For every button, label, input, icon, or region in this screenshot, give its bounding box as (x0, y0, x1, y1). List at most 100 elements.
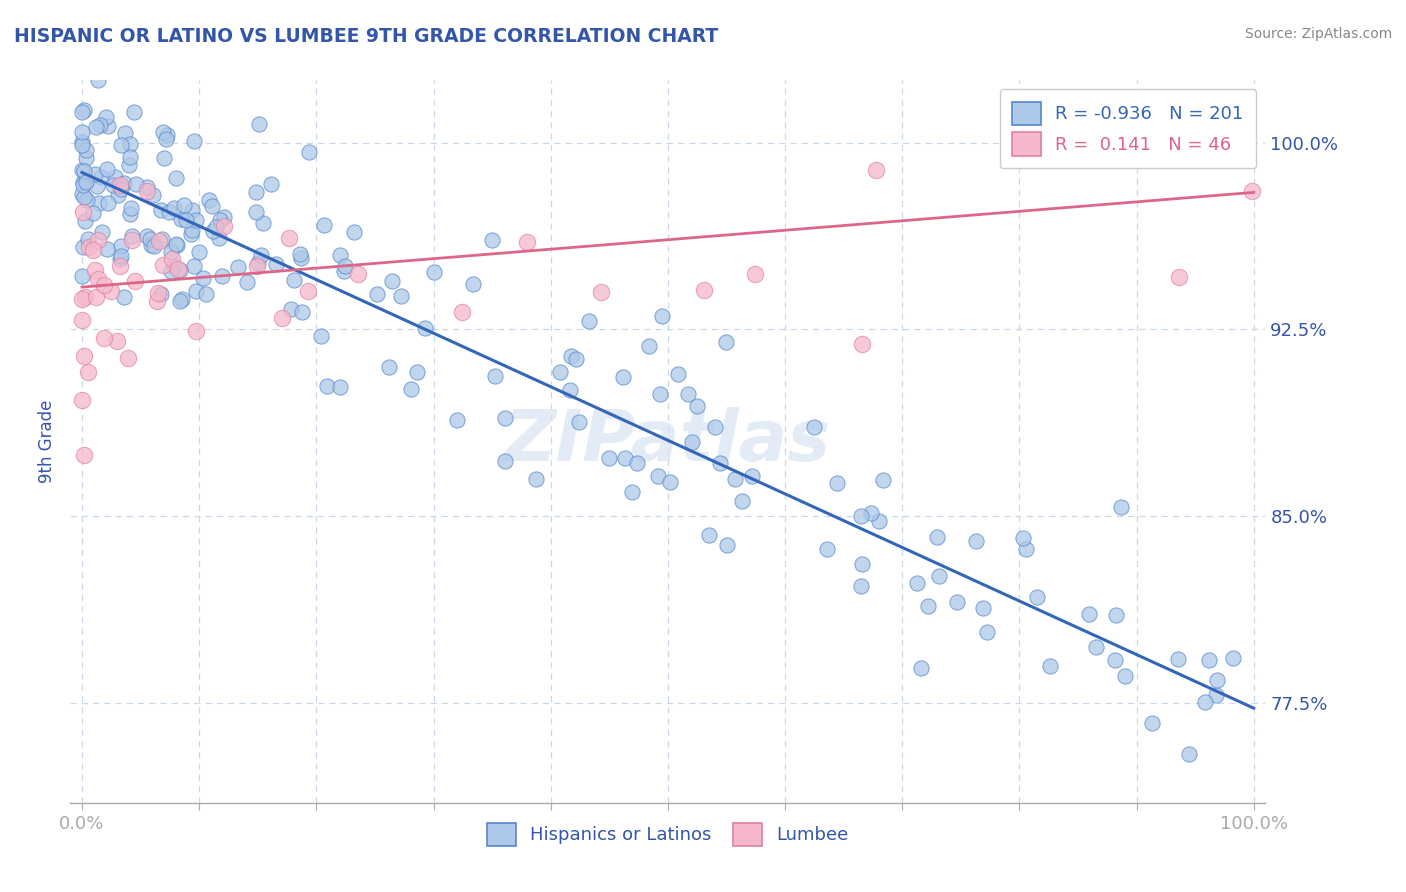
Point (917, 599, 939, 613)
Point (118, 207, 141, 221)
Point (851, 579, 873, 593)
Point (907, 576, 929, 591)
Point (976, 625, 998, 640)
Point (86, 272, 108, 286)
Point (72, 393, 94, 408)
Point (638, 339, 661, 353)
Point (183, 260, 205, 274)
Point (560, 349, 582, 363)
Point (72, 175, 94, 189)
Point (73, 164, 96, 178)
Point (195, 286, 218, 301)
Point (612, 370, 634, 384)
Point (1205, 688, 1227, 702)
Text: Source: ZipAtlas.com: Source: ZipAtlas.com (1244, 27, 1392, 41)
Point (245, 204, 267, 219)
Point (1222, 650, 1244, 665)
Point (647, 469, 669, 483)
Point (191, 270, 214, 285)
Point (381, 274, 404, 288)
Point (155, 131, 177, 145)
Point (70, 135, 93, 149)
Point (114, 290, 136, 304)
Point (278, 231, 301, 245)
Point (152, 258, 174, 272)
Point (122, 105, 145, 120)
Point (93, 331, 115, 345)
Point (290, 251, 312, 265)
Point (172, 292, 194, 306)
Point (90, 225, 112, 239)
Legend: Hispanics or Latinos, Lumbee: Hispanics or Latinos, Lumbee (474, 810, 862, 859)
Point (589, 285, 612, 300)
Point (97, 196, 120, 211)
Point (803, 419, 825, 434)
Point (247, 118, 270, 132)
Point (110, 178, 132, 192)
Point (1105, 608, 1128, 623)
Point (139, 232, 162, 246)
Point (598, 451, 620, 466)
Point (166, 238, 188, 252)
Point (110, 249, 132, 263)
Point (90, 170, 112, 185)
Point (121, 233, 143, 247)
Point (94, 110, 117, 124)
Point (121, 229, 143, 244)
Point (860, 506, 883, 520)
Point (626, 457, 648, 471)
Point (72, 204, 94, 219)
Point (75, 143, 97, 157)
Point (693, 283, 716, 297)
Point (271, 311, 294, 326)
Point (162, 252, 184, 266)
Point (260, 177, 283, 191)
Point (96, 161, 118, 176)
Point (481, 233, 503, 247)
Point (104, 169, 127, 184)
Point (366, 287, 388, 301)
Point (558, 384, 581, 398)
Point (165, 170, 187, 185)
Point (212, 211, 235, 225)
Point (247, 256, 270, 270)
Point (169, 263, 191, 277)
Point (1178, 747, 1201, 761)
Point (1194, 694, 1216, 708)
Point (114, 126, 136, 140)
Point (291, 304, 314, 318)
Point (264, 256, 287, 270)
Point (82, 206, 104, 220)
Point (704, 419, 727, 434)
Point (658, 475, 681, 489)
Point (153, 151, 176, 165)
Point (163, 202, 186, 216)
Point (872, 473, 894, 487)
Point (484, 369, 506, 384)
Point (730, 494, 752, 508)
Point (76, 193, 98, 207)
Point (170, 212, 193, 227)
Point (70, 268, 93, 283)
Point (110, 239, 132, 253)
Point (150, 202, 173, 217)
Point (516, 235, 538, 250)
Point (1085, 640, 1108, 655)
Point (1167, 651, 1189, 665)
Point (73, 349, 96, 363)
Point (668, 368, 690, 382)
Point (621, 485, 644, 500)
Point (851, 557, 873, 571)
Point (183, 134, 205, 148)
Point (148, 234, 170, 248)
Point (613, 451, 636, 466)
Text: HISPANIC OR LATINO VS LUMBEE 9TH GRADE CORRELATION CHART: HISPANIC OR LATINO VS LUMBEE 9TH GRADE C… (14, 27, 718, 45)
Point (461, 277, 484, 291)
Point (250, 248, 273, 262)
Point (198, 193, 221, 207)
Point (377, 360, 399, 375)
Point (568, 415, 591, 429)
Point (1015, 542, 1038, 557)
Point (314, 219, 336, 233)
Point (77, 232, 100, 246)
